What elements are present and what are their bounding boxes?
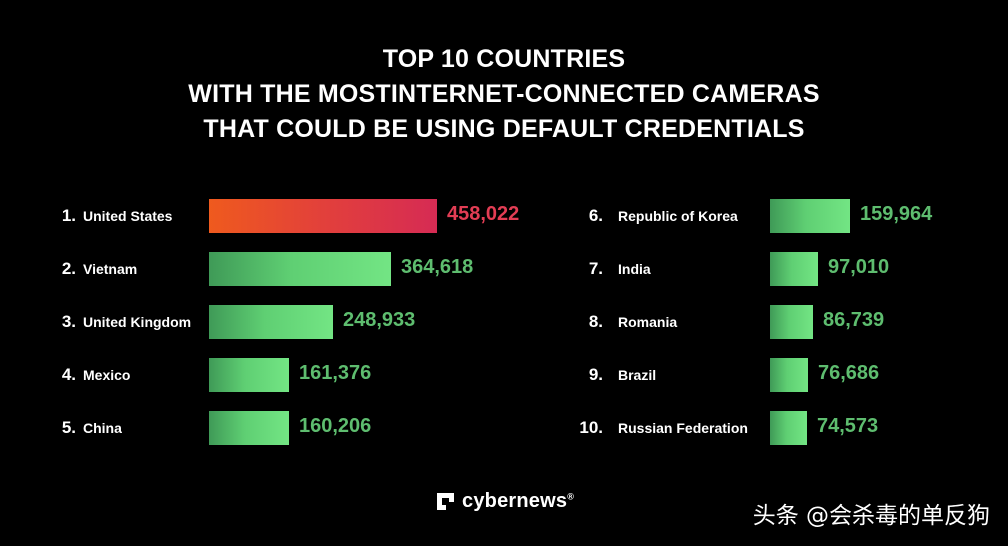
bar [209,252,391,286]
country-label: China [83,420,122,436]
chart-row: 4. Mexico 161,376 [0,358,1008,392]
country-label: Mexico [83,367,131,383]
chart-row: 5. China 160,206 [0,411,1008,445]
value-label: 159,964 [860,203,933,225]
country-label: United States [83,208,173,224]
chart-row: 7. India 97,010 [0,252,1008,286]
rank-label: 4. [61,365,76,384]
chart-row: 3. United Kingdom 248,933 [0,305,1008,339]
rank-label: 6. [588,206,603,225]
bar [209,199,437,233]
rank-label: 1. [61,206,76,225]
value-label: 160,206 [299,415,372,437]
rank-label: 5. [61,418,76,437]
bar [209,411,289,445]
logo-text: cybernews [462,489,568,512]
value-label: 74,573 [817,415,879,437]
bar [209,358,289,392]
chart-row: 1. United States 458,022 [0,199,1008,233]
value-label: 86,739 [823,309,885,331]
country-label: United Kingdom [83,314,192,330]
chart-row: 2. Vietnam 364,618 [0,252,1008,286]
value-label: 76,686 [818,362,880,384]
country-label: Republic of Korea [618,208,738,224]
value-label: 364,618 [401,256,474,278]
chart-row: 9. Brazil 76,686 [0,358,1008,392]
logo-registered-mark: ® [567,490,575,501]
value-label: 248,933 [343,309,416,331]
country-label: Vietnam [83,261,138,277]
bar [770,252,818,286]
value-label: 161,376 [299,362,372,384]
bar [770,411,807,445]
title-line-3: THAT COULD BE USING DEFAULT CREDENTIALS [203,115,805,143]
rank-label: 9. [588,365,603,384]
bar [770,358,808,392]
country-label: India [618,261,651,277]
rank-label: 10. [579,418,603,437]
chart-title: TOP 10 COUNTRIES WITH THE MOSTINTERNET-C… [0,42,1008,147]
bar [209,305,333,339]
value-label: 458,022 [447,203,520,225]
rank-label: 7. [588,259,603,278]
title-line-1: TOP 10 COUNTRIES [382,45,626,73]
chart-row: 6. Republic of Korea 159,964 [0,199,1008,233]
watermark: 头条 @会杀毒的单反狗 [752,503,990,529]
rank-label: 8. [588,312,603,331]
cybernews-logo: cybernews® [437,489,574,513]
chart-row: 10. Russian Federation 74,573 [0,411,1008,445]
bar [770,199,850,233]
rank-label: 2. [61,259,76,278]
cybernews-logo-icon [437,492,454,510]
rank-label: 3. [61,312,76,331]
title-line-2: WITH THE MOSTINTERNET-CONNECTED CAMERAS [188,80,820,108]
country-label: Romania [618,314,678,330]
chart-row: 8. Romania 86,739 [0,305,1008,339]
country-label: Russian Federation [618,420,748,436]
bar [770,305,813,339]
country-label: Brazil [618,367,657,383]
value-label: 97,010 [828,256,890,278]
